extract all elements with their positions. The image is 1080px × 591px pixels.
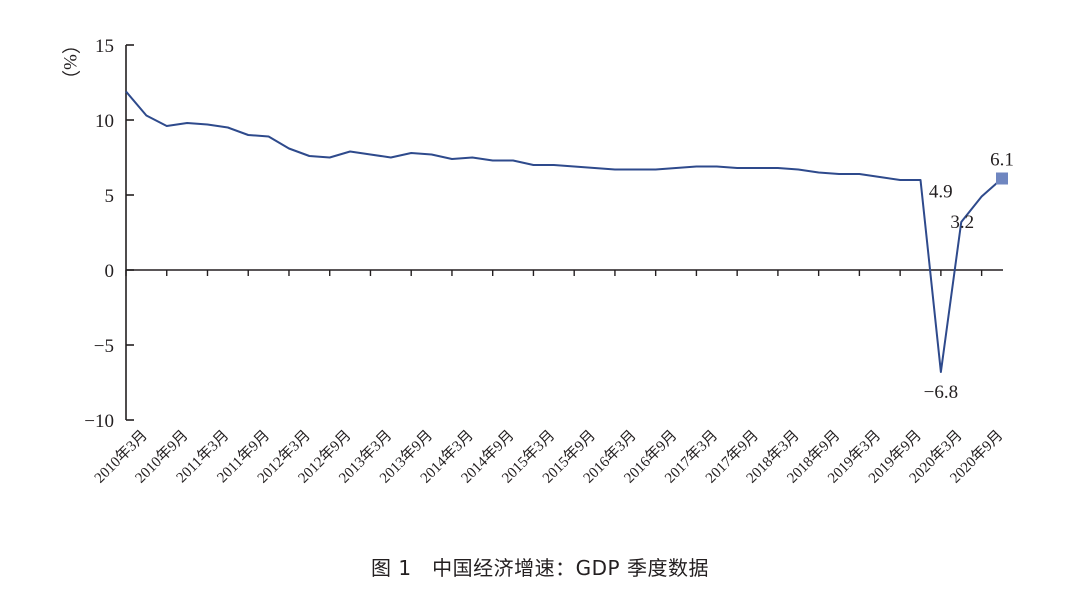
series-line bbox=[125, 90, 1003, 373]
data-label: 3.2 bbox=[950, 212, 974, 233]
y-tick-label: −10 bbox=[84, 411, 114, 432]
data-label: 6.1 bbox=[990, 150, 1014, 171]
series-group bbox=[125, 90, 1008, 373]
data-label: 4.9 bbox=[929, 182, 953, 203]
data-label: −6.8 bbox=[924, 382, 958, 403]
x-axis: 2010年3月2010年9月2011年3月2011年9月2012年3月2012年… bbox=[91, 269, 1006, 487]
y-tick-label: 0 bbox=[105, 261, 115, 282]
y-axis: 15 10 5 0 −5 −10 （%） bbox=[59, 35, 134, 432]
y-tick-label: 10 bbox=[95, 111, 114, 132]
y-tick-label: 15 bbox=[95, 36, 114, 57]
y-tick-label: 5 bbox=[105, 186, 115, 207]
data-labels: −6.8 3.2 4.9 6.1 bbox=[924, 150, 1014, 404]
y-tick-label: −5 bbox=[94, 336, 114, 357]
end-point-marker bbox=[996, 172, 1008, 185]
figure-caption: 图 1 中国经济增速：GDP 季度数据 bbox=[371, 556, 709, 580]
y-axis-unit-label: （%） bbox=[59, 35, 81, 89]
